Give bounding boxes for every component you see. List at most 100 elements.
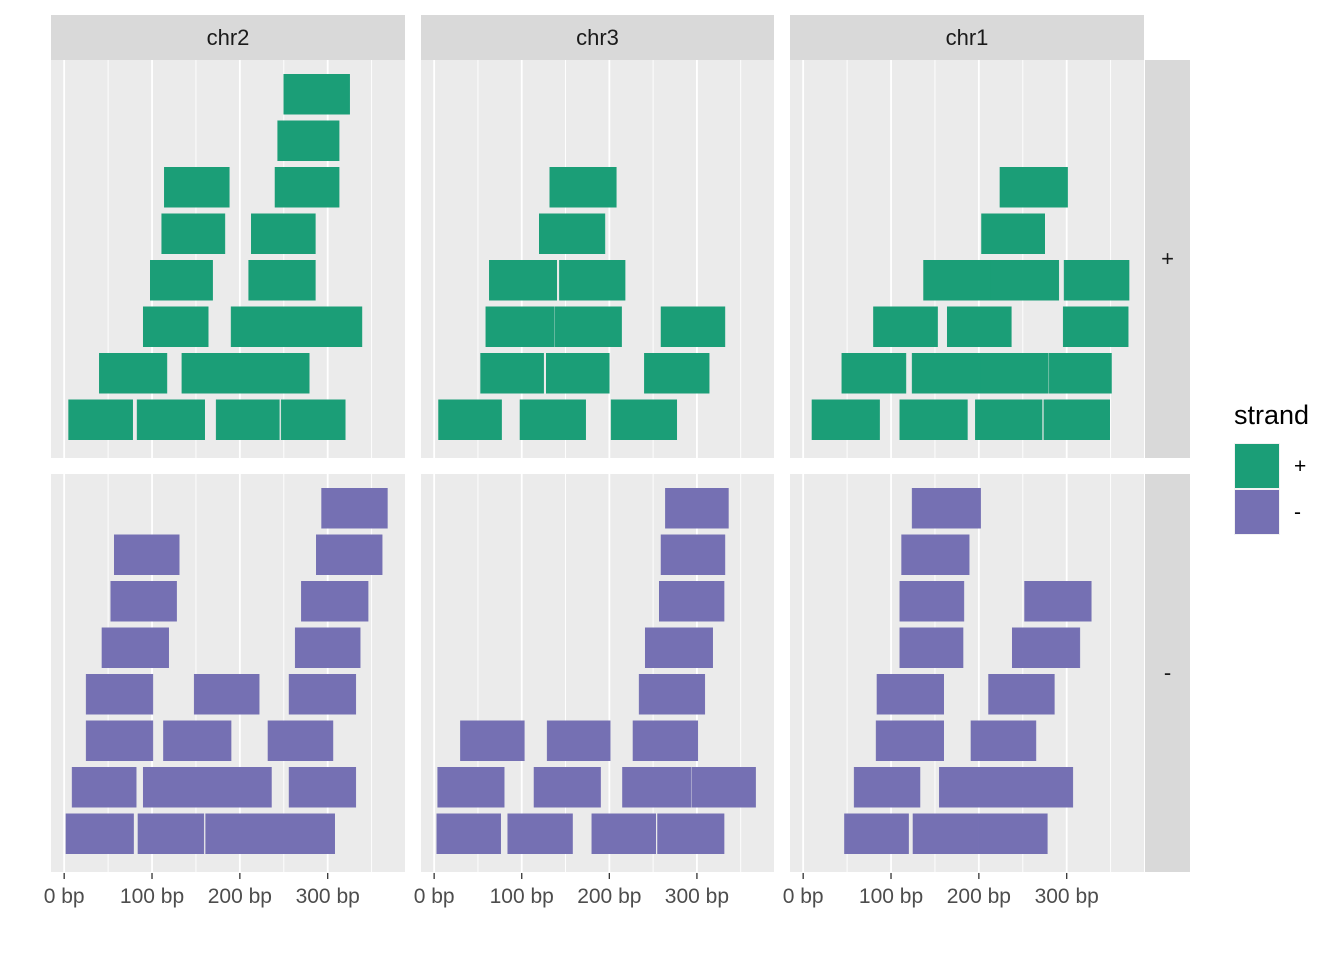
x-tick-label: 0 bp [44, 885, 85, 908]
range-bar [660, 534, 726, 575]
strip-chr2 [51, 15, 405, 60]
range-bar [988, 674, 1055, 715]
range-bar [85, 720, 154, 761]
range-bar [164, 167, 230, 208]
range-bar [215, 399, 280, 440]
range-bar [274, 167, 340, 208]
range-bar [294, 627, 361, 668]
range-bar [280, 399, 346, 440]
x-tick-label: 100 bp [120, 885, 184, 908]
range-bar [841, 353, 907, 394]
strip-label-chr2: chr2 [207, 25, 250, 50]
range-bar [163, 720, 232, 761]
range-bar [251, 213, 316, 254]
range-bar [1043, 399, 1110, 440]
range-bar [811, 399, 880, 440]
range-bar [853, 767, 921, 808]
range-bar [844, 813, 909, 854]
range-bar [638, 674, 706, 715]
range-bar [691, 767, 756, 808]
range-bar [99, 353, 168, 394]
range-bar [113, 534, 180, 575]
range-bar [1062, 306, 1129, 347]
range-bar [277, 120, 340, 161]
range-bar [142, 767, 272, 808]
x-tick-label: 0 bp [414, 885, 455, 908]
range-bar [975, 399, 1043, 440]
range-bar [507, 813, 573, 854]
legend-label-minus: - [1294, 501, 1301, 524]
range-bar [288, 767, 357, 808]
range-bar [1048, 353, 1112, 394]
range-bar [438, 399, 502, 440]
range-bar [1063, 260, 1130, 301]
range-bar [912, 813, 980, 854]
range-bar [65, 813, 134, 854]
legend-key-plus [1235, 444, 1279, 488]
range-bar [873, 306, 938, 347]
range-bar [460, 720, 525, 761]
strip-label-strand-minus: - [1164, 660, 1171, 685]
range-bar [622, 767, 692, 808]
range-bar [876, 674, 944, 715]
range-bar [85, 674, 154, 715]
range-bar [875, 720, 944, 761]
range-bar [939, 767, 1074, 808]
range-bar [923, 260, 991, 301]
strip-strand-minus [1145, 474, 1190, 872]
range-bar [205, 813, 335, 854]
range-bar [899, 627, 964, 668]
range-bar [549, 167, 617, 208]
range-bar [161, 213, 226, 254]
legend-key-minus [1235, 490, 1279, 534]
range-bar [519, 399, 586, 440]
range-bar [978, 813, 1048, 854]
strip-label-chr3: chr3 [576, 25, 619, 50]
x-tick-label: 200 bp [208, 885, 272, 908]
range-bar [911, 353, 981, 394]
x-tick-label: 200 bp [577, 885, 641, 908]
range-bar [230, 306, 363, 347]
strip-label-chr1: chr1 [946, 25, 989, 50]
range-bar [1024, 581, 1092, 622]
range-bar [267, 720, 334, 761]
range-bar [901, 534, 970, 575]
range-bar [946, 306, 1012, 347]
panel-chr2-plus [51, 60, 405, 458]
range-bar [546, 720, 611, 761]
range-bar [142, 306, 209, 347]
range-bar [980, 353, 1049, 394]
range-bar [248, 260, 316, 301]
range-bar [610, 399, 678, 440]
range-bar [981, 213, 1045, 254]
range-bar [436, 813, 501, 854]
x-tick-label: 300 bp [1035, 885, 1099, 908]
range-bar [68, 399, 133, 440]
x-tick-label: 300 bp [665, 885, 729, 908]
range-bar [632, 720, 699, 761]
panel-chr3-plus [421, 60, 774, 458]
range-bar [193, 674, 260, 715]
range-bar [137, 813, 205, 854]
range-bar [283, 74, 350, 115]
range-bar [480, 353, 544, 394]
legend-title: strand [1234, 400, 1309, 430]
range-bar [1011, 627, 1081, 668]
range-bar [110, 581, 177, 622]
x-tick-label: 0 bp [783, 885, 824, 908]
strip-label-strand-plus: + [1161, 246, 1174, 271]
strip-chr3 [421, 15, 774, 60]
range-bar [101, 627, 169, 668]
range-bar [899, 581, 965, 622]
range-bar [533, 767, 601, 808]
range-bar [71, 767, 137, 808]
panel-chr1-minus [790, 474, 1144, 872]
range-bar [559, 260, 626, 301]
range-bar [660, 306, 726, 347]
range-bar [911, 488, 981, 529]
range-bar [665, 488, 729, 529]
range-bar [539, 213, 606, 254]
range-bar [150, 260, 213, 301]
range-bar [136, 399, 205, 440]
